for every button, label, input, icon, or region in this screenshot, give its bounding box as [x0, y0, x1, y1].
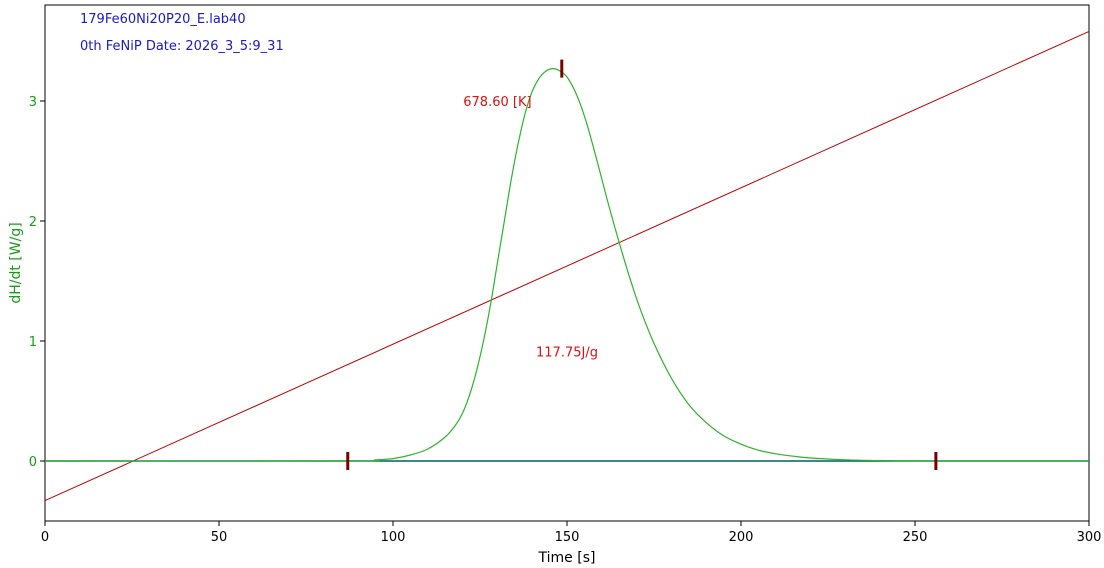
plot-frame	[44, 4, 1090, 522]
annotation-label: 678.60 [K]	[463, 95, 531, 110]
x-tick-label: 100	[381, 530, 406, 545]
temperature-line	[44, 30, 1090, 502]
x-tick-label: 150	[555, 530, 580, 545]
x-tick-label: 250	[903, 530, 928, 545]
x-tick-label: 300	[1077, 530, 1102, 545]
annotation-label: 117.75J/g	[536, 346, 598, 361]
marker-layer	[346, 59, 938, 470]
series-layer	[44, 30, 1090, 502]
x-tick-label: 200	[729, 530, 754, 545]
label-layer: 678.60 [K] 117.75J/g	[463, 95, 598, 361]
dsc-curve-line	[44, 67, 1090, 462]
y-axis-label: dH/dt [W/g]	[8, 222, 24, 303]
x-axis-label: Time [s]	[538, 550, 596, 566]
header-file-name: 179Fe60Ni20P20_E.lab40	[80, 12, 246, 27]
y-tick-label: 3	[29, 95, 37, 110]
header-sample-date: 0th FeNiP Date: 2026_3_5:9_31	[80, 39, 284, 54]
axis-ticks: 0 50 100 150 200 250 300 0 1 2 3	[29, 95, 1102, 545]
x-tick-label: 50	[211, 530, 228, 545]
y-tick-label: 2	[29, 215, 37, 230]
y-tick-label: 0	[29, 455, 37, 470]
x-tick-label: 0	[41, 530, 49, 545]
y-tick-label: 1	[29, 335, 37, 350]
